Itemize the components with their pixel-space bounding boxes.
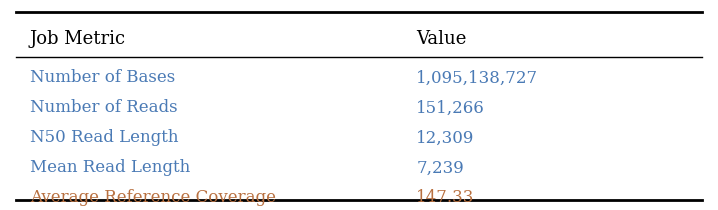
Text: Value: Value <box>416 30 467 48</box>
Text: 151,266: 151,266 <box>416 99 485 116</box>
Text: Mean Read Length: Mean Read Length <box>30 159 190 176</box>
Text: Job Metric: Job Metric <box>30 30 126 48</box>
Text: Average Reference Coverage: Average Reference Coverage <box>30 189 276 206</box>
Text: Number of Reads: Number of Reads <box>30 99 177 116</box>
Text: 7,239: 7,239 <box>416 159 464 176</box>
Text: 12,309: 12,309 <box>416 129 475 146</box>
Text: 147.33: 147.33 <box>416 189 475 206</box>
Text: Number of Bases: Number of Bases <box>30 70 175 86</box>
Text: 1,095,138,727: 1,095,138,727 <box>416 70 538 86</box>
Text: N50 Read Length: N50 Read Length <box>30 129 179 146</box>
